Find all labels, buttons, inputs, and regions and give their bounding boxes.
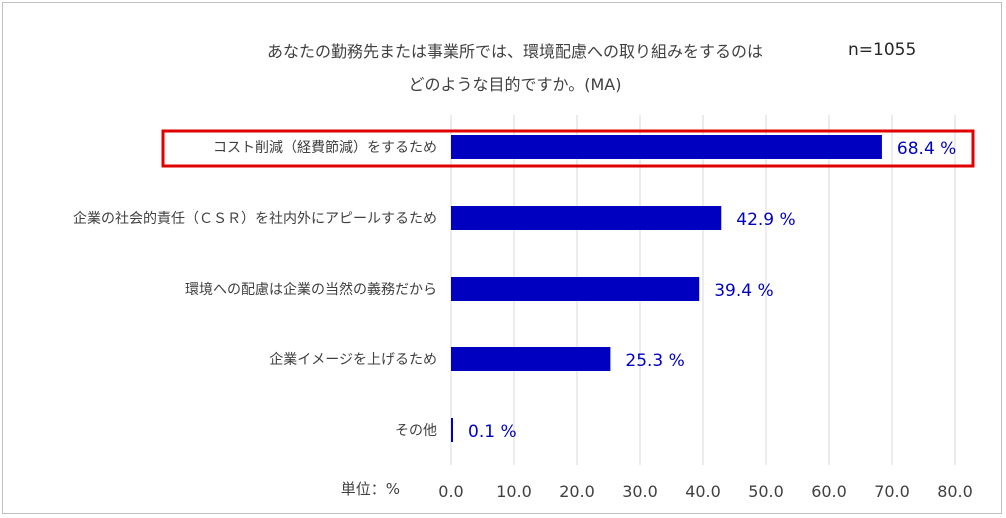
chart-title-line-2: どのような目的ですか。(MA) [409, 75, 622, 94]
bar [451, 418, 453, 442]
x-tick-label: 40.0 [685, 482, 721, 501]
x-tick-label: 0.0 [438, 482, 463, 501]
bars: コスト削減（経費節減）をするため 68.4 % 企業の社会的責任（ＣＳＲ）を社内外に… [73, 135, 956, 442]
chart-title-line-1: あなたの勤務先または事業所では、環境配慮への取り組みをするのは [267, 42, 763, 61]
unit-label: 単位：% [341, 480, 400, 498]
x-tick-label: 70.0 [874, 482, 910, 501]
data-label: 25.3 % [625, 351, 684, 371]
sample-size-label: n=1055 [848, 40, 916, 60]
category-label: その他 [395, 423, 437, 439]
bar [451, 135, 882, 159]
bar [451, 206, 722, 230]
bar [451, 347, 611, 371]
x-axis-ticks: 0.0 10.0 20.0 30.0 40.0 50.0 60.0 70.0 80.0 [438, 482, 973, 501]
data-label: 42.9 % [736, 210, 795, 230]
x-tick-label: 20.0 [559, 482, 595, 501]
data-label: 0.1 % [468, 422, 517, 442]
x-tick-label: 30.0 [622, 482, 658, 501]
x-tick-label: 60.0 [811, 482, 847, 501]
x-tick-label: 10.0 [496, 482, 532, 501]
data-label: 39.4 % [714, 281, 773, 301]
data-label: 68.4 % [897, 139, 956, 159]
x-tick-label: 80.0 [937, 482, 973, 501]
category-label: 企業の社会的責任（ＣＳＲ）を社内外にアピールするため [73, 210, 437, 227]
category-label: 企業イメージを上げるため [269, 351, 437, 368]
highlight-box [161, 129, 975, 168]
category-label: コスト削減（経費節減）をするため [213, 139, 437, 156]
category-label: 環境への配慮は企業の当然の義務だから [185, 281, 437, 298]
bar [451, 277, 700, 301]
x-tick-label: 50.0 [748, 482, 784, 501]
